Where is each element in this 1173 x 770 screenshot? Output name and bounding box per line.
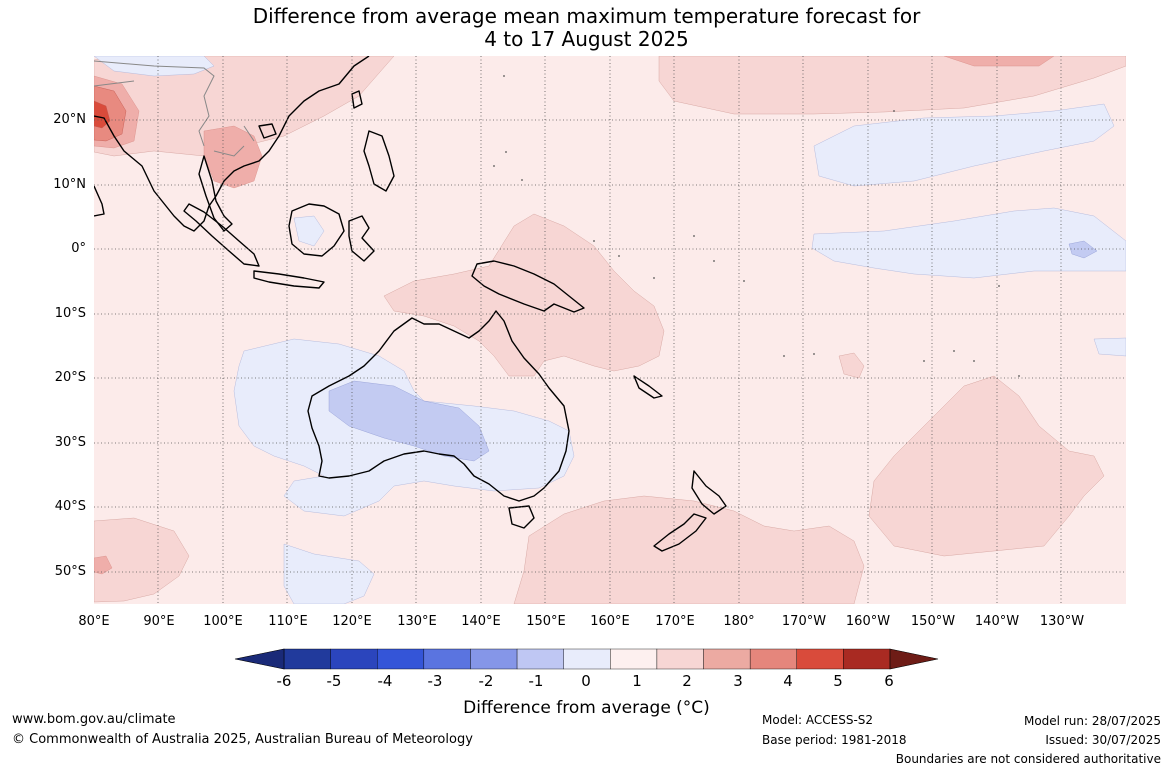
copyright-text: © Commonwealth of Australia 2025, Austra… [12, 732, 473, 747]
coastline-tasmania [508, 505, 535, 529]
legend-color-cell [843, 648, 891, 670]
legend-colorbar [234, 648, 939, 670]
legend-tick-label: -4 [377, 672, 393, 690]
legend-title: Difference from average (°C) [463, 698, 710, 718]
cool-patch-equatorial-small [1068, 240, 1098, 259]
warm-patch-southwest [94, 517, 190, 603]
coastline-new-guinea [471, 260, 585, 313]
coastline-philippines [363, 130, 395, 192]
legend-tick-label: 1 [632, 672, 642, 690]
warm-patch-south-pacific [868, 375, 1105, 557]
issued-date: Issued: 30/07/2025 [1045, 733, 1161, 747]
warm-patch-north-edge [943, 56, 1055, 67]
lon-label: 170°E [655, 614, 695, 629]
cool-patch-central-australia [328, 380, 490, 462]
legend-color-cell [470, 648, 518, 670]
coastline-java [253, 270, 325, 289]
lat-label: 10°S [54, 306, 86, 321]
website-link[interactable]: www.bom.gov.au/climate [12, 712, 176, 727]
legend-color-cell [563, 648, 611, 670]
legend-tick-label: -2 [478, 672, 494, 690]
lon-label: 90°E [143, 614, 175, 629]
lon-label: 80°E [78, 614, 110, 629]
map-title-line-1: Difference from average mean maximum tem… [252, 4, 921, 28]
lon-label: 150°W [910, 614, 956, 629]
legend-color-cell [330, 648, 378, 670]
lon-label: 180° [723, 614, 755, 629]
legend-color-cell [656, 648, 704, 670]
lat-label: 20°N [53, 112, 86, 127]
lon-label: 130°W [1039, 614, 1085, 629]
coastline-borneo [288, 203, 345, 257]
warm-patch-southwest-strong [94, 555, 113, 575]
border-lines [94, 60, 255, 157]
legend-tick-label: -6 [276, 672, 292, 690]
legend-tick-label: 2 [682, 672, 692, 690]
legend-color-cell [423, 648, 471, 670]
warm-patch-tasman [513, 495, 865, 604]
warm-patch-east-small [838, 352, 865, 379]
warm-patch-png-coral-sea [383, 213, 665, 377]
lat-label: 40°S [54, 499, 86, 514]
legend-tick-label: -3 [427, 672, 443, 690]
coastline-india [94, 185, 105, 217]
legend-under-arrow [234, 648, 285, 670]
lat-label: 20°S [54, 370, 86, 385]
legend-tick-label: 0 [581, 672, 591, 690]
legend-tick-label: -1 [528, 672, 544, 690]
coastline-new-zealand-north [691, 470, 727, 515]
lon-label: 120°E [332, 614, 372, 629]
legend-color-cell [377, 648, 425, 670]
lat-label: 10°N [53, 177, 86, 192]
coastline-sulawesi [348, 215, 375, 262]
lon-label: 160°E [590, 614, 630, 629]
lon-label: 130°E [397, 614, 437, 629]
legend-color-cell [796, 648, 844, 670]
lat-label: 50°S [54, 564, 86, 579]
lon-label: 150°E [526, 614, 566, 629]
lon-label: 140°E [461, 614, 501, 629]
legend-color-cell [516, 648, 564, 670]
lon-label: 140°W [974, 614, 1020, 629]
legend-tick-label: 3 [733, 672, 743, 690]
lon-label: 110°E [268, 614, 308, 629]
model-name: Model: ACCESS-S2 [762, 713, 874, 727]
lon-label: 100°E [203, 614, 243, 629]
legend-color-cell [749, 648, 797, 670]
lon-label: 160°W [845, 614, 891, 629]
legend-tick-label: 6 [884, 672, 894, 690]
warm-patch-north-pacific [658, 56, 1126, 115]
legend-over-arrow [889, 648, 939, 670]
base-period: Base period: 1981-2018 [762, 733, 907, 747]
cool-patch-equatorial [811, 207, 1126, 279]
map-title-line-2: 4 to 17 August 2025 [484, 27, 689, 51]
legend-color-cell [703, 648, 751, 670]
coastline-taiwan [351, 90, 363, 109]
legend-color-cell [610, 648, 658, 670]
model-run-date: Model run: 28/07/2025 [1023, 714, 1161, 728]
coastline-asia-mainland [94, 56, 370, 232]
boundaries-disclaimer: Boundaries are not considered authoritat… [895, 752, 1161, 766]
legend-tick-label: 5 [833, 672, 843, 690]
coastline-new-caledonia [633, 375, 663, 399]
legend-tick-label: -5 [326, 672, 342, 690]
legend-color-cell [283, 648, 331, 670]
legend-tick-label: 4 [783, 672, 793, 690]
cool-patch-borneo [293, 215, 325, 247]
cool-patch-east-small [1093, 337, 1126, 357]
lon-label: 170°W [781, 614, 827, 629]
lat-label: 0° [71, 241, 86, 256]
lat-label: 30°S [54, 435, 86, 450]
warm-patch-asia [94, 56, 395, 157]
coastline-hainan [258, 123, 277, 139]
forecast-map [94, 56, 1126, 604]
coastline-new-zealand-south [653, 513, 707, 552]
coastline-australia [307, 310, 570, 502]
